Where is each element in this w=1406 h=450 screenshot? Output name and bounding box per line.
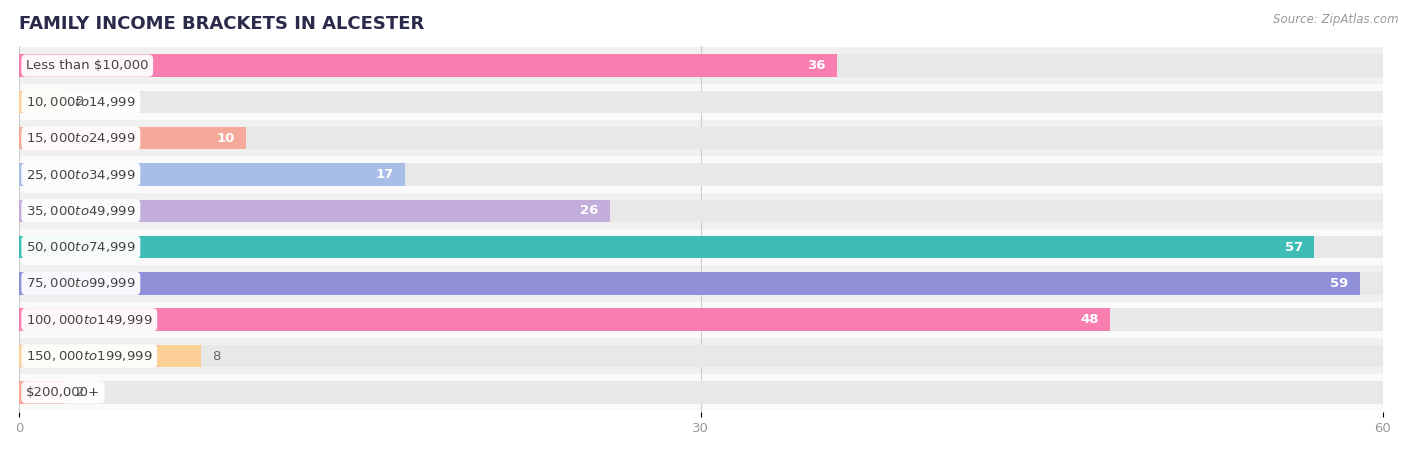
Bar bbox=[20, 338, 1382, 374]
Text: $15,000 to $24,999: $15,000 to $24,999 bbox=[25, 131, 136, 145]
Text: $75,000 to $99,999: $75,000 to $99,999 bbox=[25, 276, 136, 290]
Text: $50,000 to $74,999: $50,000 to $74,999 bbox=[25, 240, 136, 254]
Bar bbox=[20, 120, 1382, 157]
Text: 48: 48 bbox=[1080, 313, 1098, 326]
Text: 2: 2 bbox=[76, 386, 84, 399]
Bar bbox=[20, 199, 1382, 222]
Bar bbox=[20, 345, 201, 367]
Text: FAMILY INCOME BRACKETS IN ALCESTER: FAMILY INCOME BRACKETS IN ALCESTER bbox=[20, 15, 425, 33]
Text: 59: 59 bbox=[1330, 277, 1348, 290]
Text: 36: 36 bbox=[807, 59, 825, 72]
Bar bbox=[20, 272, 1382, 295]
Text: $10,000 to $14,999: $10,000 to $14,999 bbox=[25, 95, 136, 109]
Text: Less than $10,000: Less than $10,000 bbox=[25, 59, 149, 72]
Bar bbox=[20, 193, 1382, 229]
Text: $100,000 to $149,999: $100,000 to $149,999 bbox=[25, 313, 152, 327]
Bar bbox=[20, 91, 1382, 113]
Text: 8: 8 bbox=[212, 350, 221, 363]
Bar bbox=[20, 127, 1382, 149]
Bar bbox=[20, 91, 65, 113]
Bar bbox=[20, 157, 1382, 193]
Text: 2: 2 bbox=[76, 95, 84, 108]
Text: 17: 17 bbox=[375, 168, 394, 181]
Bar bbox=[20, 54, 1382, 77]
Text: Source: ZipAtlas.com: Source: ZipAtlas.com bbox=[1274, 14, 1399, 27]
Text: $150,000 to $199,999: $150,000 to $199,999 bbox=[25, 349, 152, 363]
Text: $35,000 to $49,999: $35,000 to $49,999 bbox=[25, 204, 136, 218]
Bar bbox=[20, 381, 65, 404]
Bar bbox=[20, 163, 405, 186]
Bar bbox=[20, 229, 1382, 265]
Bar bbox=[20, 48, 1382, 84]
Text: $200,000+: $200,000+ bbox=[25, 386, 100, 399]
Bar bbox=[20, 381, 1382, 404]
Text: 10: 10 bbox=[217, 132, 235, 145]
Bar bbox=[20, 345, 1382, 367]
Bar bbox=[20, 272, 1360, 295]
Bar bbox=[20, 308, 1382, 331]
Bar bbox=[20, 374, 1382, 410]
Bar bbox=[20, 308, 1109, 331]
Bar bbox=[20, 302, 1382, 338]
Bar bbox=[20, 163, 1382, 186]
Bar bbox=[20, 236, 1315, 258]
Bar bbox=[20, 199, 610, 222]
Bar bbox=[20, 236, 1382, 258]
Text: 57: 57 bbox=[1285, 241, 1303, 254]
Text: $25,000 to $34,999: $25,000 to $34,999 bbox=[25, 167, 136, 181]
Bar bbox=[20, 127, 246, 149]
Bar bbox=[20, 265, 1382, 302]
Bar bbox=[20, 54, 837, 77]
Bar bbox=[20, 84, 1382, 120]
Text: 26: 26 bbox=[581, 204, 599, 217]
